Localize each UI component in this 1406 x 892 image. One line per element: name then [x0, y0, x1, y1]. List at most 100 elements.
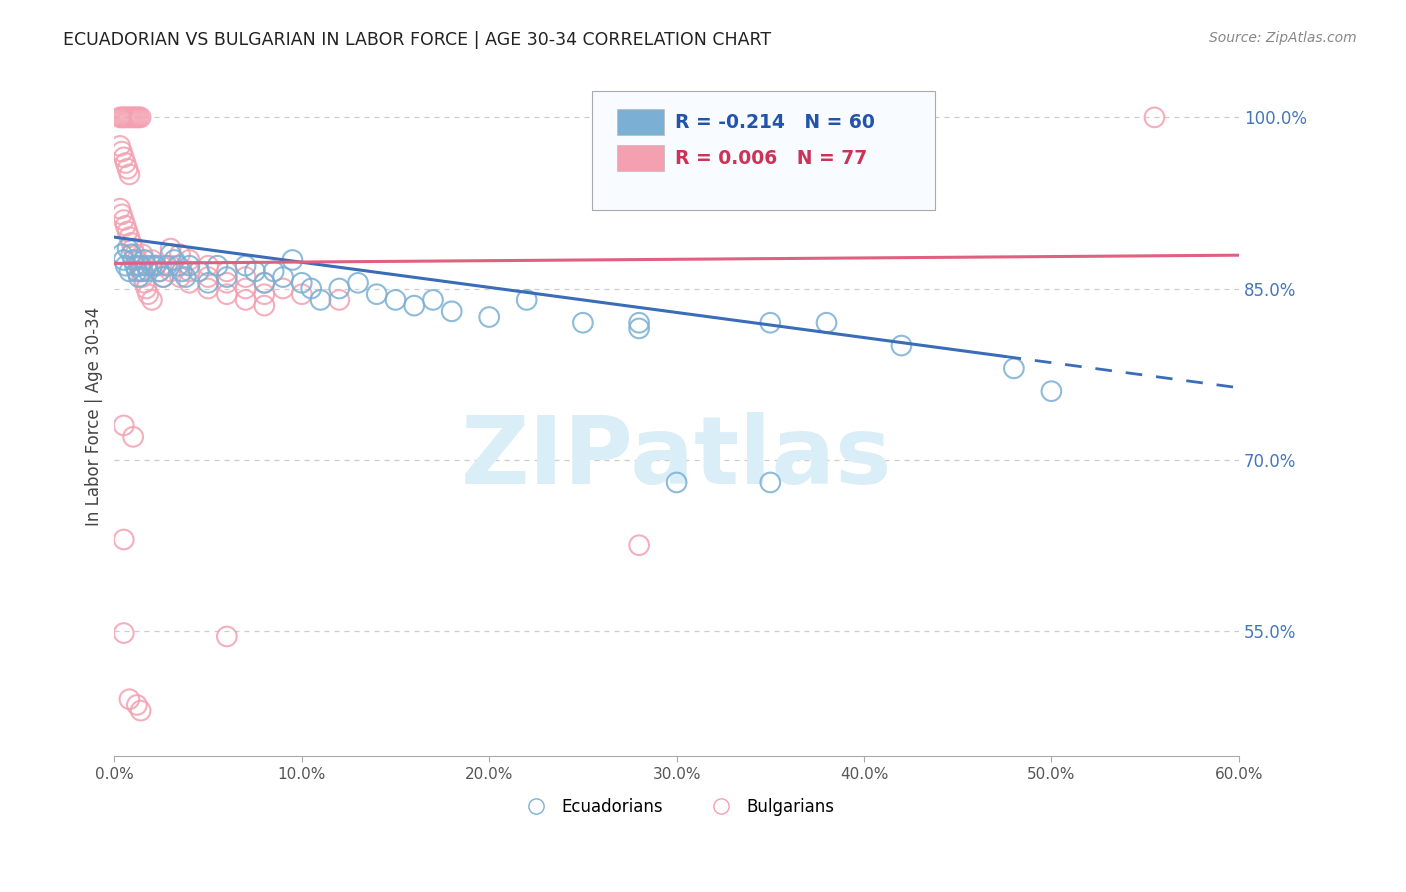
Point — [134, 252, 156, 267]
Point — [179, 259, 201, 273]
Point — [148, 264, 170, 278]
Point — [131, 264, 153, 278]
Point — [108, 111, 131, 125]
Point — [111, 247, 134, 261]
Point — [253, 276, 276, 290]
Point — [174, 270, 197, 285]
Bar — [617, 110, 664, 136]
Point — [665, 475, 688, 490]
Point — [128, 111, 150, 125]
Point — [243, 264, 266, 278]
Point — [169, 247, 191, 261]
Point — [111, 111, 134, 125]
Point — [145, 259, 167, 273]
Point — [366, 287, 388, 301]
Point — [152, 270, 174, 285]
Point — [120, 111, 142, 125]
Point — [125, 111, 148, 125]
Point — [114, 219, 136, 233]
Point — [478, 310, 501, 324]
Point — [197, 259, 219, 273]
Point — [117, 242, 139, 256]
Point — [145, 259, 167, 273]
Point — [404, 299, 426, 313]
Point — [125, 698, 148, 712]
Point — [516, 293, 538, 307]
Point — [253, 299, 276, 313]
Point — [124, 247, 146, 261]
Point — [112, 111, 135, 125]
Point — [128, 259, 150, 273]
Point — [122, 252, 145, 267]
Point — [108, 139, 131, 153]
Point — [112, 533, 135, 547]
Point — [141, 252, 163, 267]
Point — [117, 111, 139, 125]
Point — [215, 270, 238, 285]
Point — [129, 264, 152, 278]
Point — [170, 264, 193, 278]
Point — [263, 264, 285, 278]
Point — [281, 252, 304, 267]
Point — [759, 475, 782, 490]
Text: R = 0.006   N = 77: R = 0.006 N = 77 — [675, 149, 868, 168]
Point — [118, 230, 141, 244]
Point — [125, 252, 148, 267]
Point — [628, 538, 651, 552]
Point — [125, 264, 148, 278]
Point — [271, 270, 294, 285]
Point — [141, 259, 163, 273]
Point — [112, 418, 135, 433]
Point — [179, 252, 201, 267]
Point — [111, 207, 134, 221]
Point — [122, 430, 145, 444]
Point — [114, 259, 136, 273]
Point — [118, 692, 141, 706]
Point — [134, 276, 156, 290]
Point — [118, 111, 141, 125]
Text: Source: ZipAtlas.com: Source: ZipAtlas.com — [1209, 31, 1357, 45]
Point — [179, 264, 201, 278]
Point — [1143, 111, 1166, 125]
Point — [197, 281, 219, 295]
Point — [156, 259, 179, 273]
Point — [347, 276, 370, 290]
Point — [150, 259, 173, 273]
Point — [299, 281, 322, 295]
Point — [124, 259, 146, 273]
Point — [215, 630, 238, 644]
Point — [122, 242, 145, 256]
Point — [152, 270, 174, 285]
Point — [815, 316, 838, 330]
Point — [163, 252, 186, 267]
Point — [215, 276, 238, 290]
Point — [159, 242, 181, 256]
Point — [112, 252, 135, 267]
Point — [167, 259, 190, 273]
Point — [131, 270, 153, 285]
Text: ZIPatlas: ZIPatlas — [461, 411, 893, 504]
Point — [1002, 361, 1025, 376]
Point — [328, 293, 350, 307]
Point — [1040, 384, 1063, 399]
Point — [628, 321, 651, 335]
Point — [685, 190, 707, 204]
Point — [120, 247, 142, 261]
Point — [759, 316, 782, 330]
Point — [159, 247, 181, 261]
Point — [118, 168, 141, 182]
Point — [235, 259, 257, 273]
Point — [112, 626, 135, 640]
Point — [129, 259, 152, 273]
Point — [131, 247, 153, 261]
Point — [120, 235, 142, 250]
Point — [253, 287, 276, 301]
Point — [440, 304, 463, 318]
Point — [135, 259, 157, 273]
FancyBboxPatch shape — [592, 91, 935, 210]
Point — [169, 270, 191, 285]
Point — [291, 287, 314, 301]
Text: R = -0.214   N = 60: R = -0.214 N = 60 — [675, 112, 876, 132]
Point — [215, 287, 238, 301]
Point — [124, 111, 146, 125]
